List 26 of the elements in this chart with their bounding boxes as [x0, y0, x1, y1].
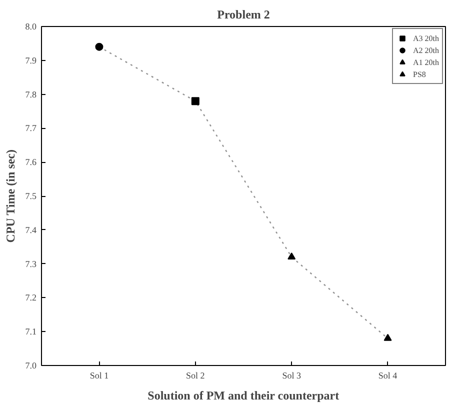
y-axis-title: CPU Time (in sec) [3, 149, 18, 243]
x-tick-label: Sol 1 [90, 370, 109, 380]
x-tick-label: Sol 3 [282, 370, 302, 380]
chart-title: Problem 2 [217, 8, 270, 22]
legend-label: A3 20th [413, 32, 439, 44]
x-tick-label: Sol 4 [378, 370, 398, 380]
y-tick-label: 7.1 [25, 326, 36, 337]
y-tick-label: 7.7 [25, 123, 37, 134]
y-tick-label: 7.4 [25, 224, 37, 235]
y-tick-label: 7.2 [25, 292, 36, 303]
y-tick-label: 7.8 [25, 89, 37, 100]
y-tick-label: 7.6 [25, 157, 37, 168]
legend-label: A2 20th [413, 44, 439, 56]
legend-label: A1 20th [413, 56, 439, 68]
x-tick-label: Sol 2 [186, 370, 205, 380]
y-tick-label: 7.3 [25, 258, 37, 269]
point [95, 42, 104, 51]
point [384, 334, 392, 341]
legend-label: PS8 [413, 68, 427, 80]
x-axis-title: Solution of PM and their counterpart [148, 388, 340, 402]
y-tick-label: 7.9 [25, 55, 37, 66]
y-tick-label: 8.0 [25, 22, 37, 32]
point [288, 252, 296, 260]
point [191, 97, 200, 106]
y-tick-label: 7.5 [25, 191, 37, 201]
y-tick-label: 7.0 [25, 360, 37, 370]
